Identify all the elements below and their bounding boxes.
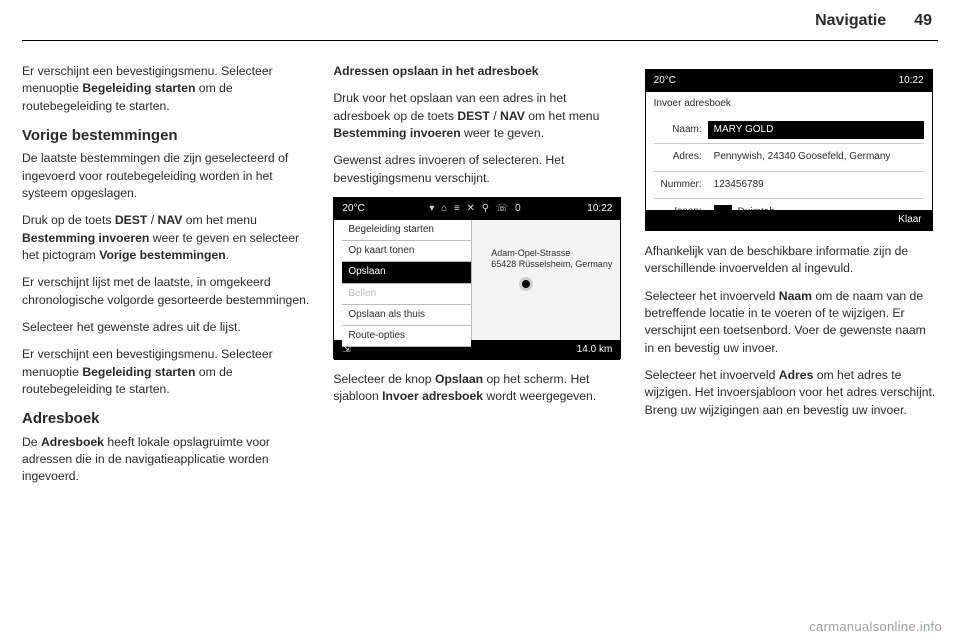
menu-item-opslaan[interactable]: Opslaan <box>342 262 471 283</box>
nav-temperature: 20°C <box>342 202 364 216</box>
para: Selecteer het gewenste adres uit de lijs… <box>22 319 315 336</box>
header-section-title: Navigatie <box>815 12 886 30</box>
map-flag-icon <box>522 280 530 288</box>
ab-row-number: Nummer: 123456789 <box>654 172 924 199</box>
ab-topbar: 20°C 10:22 <box>646 70 932 92</box>
para: Er verschijnt een bevestigingsmenu. Sele… <box>22 346 315 398</box>
content-columns: Er verschijnt een bevestigingsmenu. Sele… <box>22 41 938 496</box>
distance-icon: ⇲ <box>342 343 350 357</box>
subhead-adressen-opslaan: Adressen opslaan in het adresboek <box>333 63 626 80</box>
watermark: carmanualsonline.info <box>809 619 942 634</box>
column-2: Adressen opslaan in het adresboek Druk v… <box>333 63 626 496</box>
ab-value-name[interactable]: MARY GOLD <box>708 121 924 139</box>
para: Afhankelijk van de beschikbare informati… <box>645 243 938 278</box>
nav-status-icons: ▾ ⌂ ≡ ✕ ⚲ ☏ 0 <box>429 202 522 216</box>
para: Selecteer het invoerveld Naam om de naam… <box>645 288 938 357</box>
ab-value-number[interactable]: 123456789 <box>708 176 924 194</box>
column-1: Er verschijnt een bevestigingsmenu. Sele… <box>22 63 315 496</box>
para: De Adresboek heeft lokale opslagruimte v… <box>22 434 315 486</box>
nav-topbar: 20°C ▾ ⌂ ≡ ✕ ⚲ ☏ 0 10:22 <box>334 198 620 220</box>
para: Er verschijnt een bevestigingsmenu. Sele… <box>22 63 315 115</box>
ab-label-address: Adres: <box>654 150 708 164</box>
screenshot-addressbook-entry: 20°C 10:22 Invoer adresboek Naam: MARY G… <box>645 69 933 231</box>
para: Druk op de toets DEST / NAV om het menu … <box>22 212 315 264</box>
ab-label-number: Nummer: <box>654 178 708 192</box>
ab-fields: Naam: MARY GOLD Adres: Pennywish, 24340 … <box>646 113 932 225</box>
done-button[interactable]: Klaar <box>898 213 921 227</box>
column-3: 20°C 10:22 Invoer adresboek Naam: MARY G… <box>645 63 938 496</box>
menu-item-begeleiding-starten[interactable]: Begeleiding starten <box>342 220 471 241</box>
ab-clock: 10:22 <box>899 74 924 88</box>
header-page-number: 49 <box>914 12 932 30</box>
menu-item-opslaan-als-thuis[interactable]: Opslaan als thuis <box>342 305 471 326</box>
para: Er verschijnt lijst met de laatste, in o… <box>22 274 315 309</box>
ab-label-name: Naam: <box>654 123 708 137</box>
page-header: Navigatie 49 <box>22 10 938 41</box>
para: De laatste bestemmingen die zijn geselec… <box>22 150 315 202</box>
map-preview: Adam-Opel-Strasse 65428 Rüsselsheim, Ger… <box>472 220 620 340</box>
ab-row-name: Naam: MARY GOLD <box>654 117 924 144</box>
ab-temperature: 20°C <box>654 74 676 88</box>
map-address: Adam-Opel-Strasse 65428 Rüsselsheim, Ger… <box>491 248 612 271</box>
ab-row-address: Adres: Pennywish, 24340 Goosefeld, Germa… <box>654 144 924 171</box>
para: Druk voor het opslaan van een adres in h… <box>333 90 626 142</box>
subhead-adresboek: Adresboek <box>22 408 315 429</box>
ab-bottombar: Klaar <box>646 210 932 230</box>
para: Gewenst adres invoeren of selecteren. He… <box>333 152 626 187</box>
distance-value: 14.0 km <box>577 343 613 357</box>
para: Selecteer het invoerveld Adres om het ad… <box>645 367 938 419</box>
menu-item-route-opties[interactable]: Route-opties <box>342 326 471 347</box>
manual-page: Navigatie 49 Er verschijnt een bevestigi… <box>0 0 960 642</box>
screenshot-context-menu: 20°C ▾ ⌂ ≡ ✕ ⚲ ☏ 0 10:22 Begeleiding sta… <box>333 197 621 359</box>
subhead-vorige-bestemmingen: Vorige bestemmingen <box>22 125 315 146</box>
context-menu: Begeleiding starten Op kaart tonen Opsla… <box>342 220 472 340</box>
nav-clock: 10:22 <box>587 202 612 216</box>
menu-item-bellen[interactable]: Bellen <box>342 284 471 305</box>
ab-value-address[interactable]: Pennywish, 24340 Goosefeld, Germany <box>708 148 924 166</box>
term-begeleiding-starten: Begeleiding starten <box>82 81 195 95</box>
para: Selecteer de knop Opslaan op het scherm.… <box>333 371 626 406</box>
nav-body: Begeleiding starten Op kaart tonen Opsla… <box>334 220 620 340</box>
menu-item-op-kaart-tonen[interactable]: Op kaart tonen <box>342 241 471 262</box>
ab-title: Invoer adresboek <box>646 92 932 113</box>
